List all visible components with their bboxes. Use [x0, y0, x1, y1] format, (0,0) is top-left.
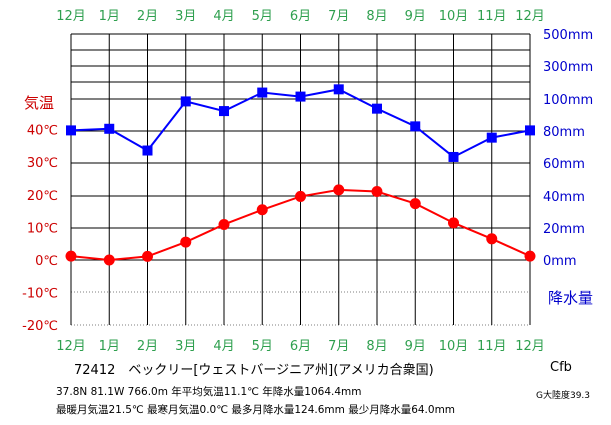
month-label: 12月	[56, 9, 86, 24]
temperature-tick-label: -20℃	[22, 319, 58, 334]
month-label: 3月	[175, 9, 196, 24]
temperature-tick-label: 20℃	[27, 189, 58, 204]
precipitation-point	[295, 91, 306, 102]
precipitation-point	[180, 96, 191, 107]
temperature-point	[448, 217, 459, 229]
temperature-series	[65, 184, 536, 266]
precipitation-point	[525, 125, 535, 136]
month-label: 7月	[328, 339, 349, 354]
climate-classification: Cfb	[550, 360, 572, 375]
temperature-point	[333, 184, 345, 196]
month-label: 2月	[137, 9, 158, 24]
month-label: 6月	[290, 339, 311, 354]
top-month-labels: 12月 1月 2月 3月 4月 5月 6月 7月 8月 9月 10月 11月 12月	[56, 9, 545, 24]
temperature-tick-label: 10℃	[27, 221, 58, 236]
station-title: 72412 ベックリー[ウェストバージニア州](アメリカ合衆国)	[74, 363, 434, 378]
temperature-tick-labels: 40℃ 30℃ 20℃ 10℃ 0℃ -10℃ -20℃	[22, 124, 58, 335]
temperature-point	[295, 190, 306, 202]
bottom-month-labels: 12月 1月 2月 3月 4月 5月 6月 7月 8月 9月 10月 11月 12月	[56, 339, 545, 354]
temperature-tick-label: 30℃	[27, 156, 58, 171]
precipitation-point	[448, 151, 459, 162]
continentality-index: G大陸度39.3	[536, 391, 591, 401]
month-label: 5月	[252, 339, 273, 354]
month-label: 1月	[99, 339, 120, 354]
precipitation-point	[257, 87, 268, 98]
month-label: 11月	[477, 339, 507, 354]
precipitation-axis-label: 降水量	[548, 289, 593, 307]
month-label: 9月	[405, 9, 426, 24]
temperature-point	[524, 250, 536, 262]
month-label: 1月	[99, 9, 120, 24]
precipitation-tick-label: 40mm	[543, 190, 585, 205]
precipitation-tick-label: 100mm	[543, 93, 593, 108]
precipitation-tick-label: 60mm	[543, 157, 585, 172]
precipitation-tick-label: 500mm	[543, 28, 593, 43]
precipitation-tick-label: 20mm	[543, 222, 585, 237]
temperature-point	[409, 198, 421, 210]
temperature-tick-label: 0℃	[35, 254, 58, 269]
precipitation-tick-label: 300mm	[543, 60, 593, 75]
month-label: 7月	[328, 9, 349, 24]
temperature-point	[103, 254, 115, 266]
month-label: 5月	[252, 9, 273, 24]
station-summary-line2: 最暖月気温21.5℃ 最寒月気温0.0℃ 最多月降水量124.6mm 最少月降水…	[56, 404, 456, 416]
station-summary-line1: 37.8N 81.1W 766.0m 年平均気温11.1℃ 年降水量1064.4…	[56, 386, 362, 398]
precipitation-series	[66, 84, 535, 162]
month-label: 10月	[439, 9, 469, 24]
month-label: 10月	[439, 339, 469, 354]
month-label: 2月	[137, 339, 158, 354]
temperature-tick-label: 40℃	[27, 124, 58, 139]
temperature-point	[180, 236, 192, 248]
month-label: 3月	[175, 339, 196, 354]
month-label: 12月	[515, 9, 545, 24]
precipitation-point	[486, 132, 497, 143]
precipitation-point	[104, 123, 115, 134]
temperature-tick-label: -10℃	[22, 287, 58, 302]
precipitation-tick-label: 80mm	[543, 125, 585, 140]
temperature-point	[486, 233, 498, 245]
grid-lines	[70, 33, 531, 326]
precipitation-tick-labels: 500mm 300mm 100mm 80mm 60mm 40mm 20mm 0mm	[543, 28, 593, 269]
month-label: 11月	[477, 9, 507, 24]
temperature-point	[65, 250, 77, 262]
precipitation-point	[410, 121, 421, 132]
precipitation-point	[66, 125, 76, 136]
precipitation-point	[142, 145, 153, 156]
temperature-point	[142, 250, 153, 262]
temperature-point	[256, 204, 268, 216]
month-label: 4月	[213, 339, 234, 354]
temperature-point	[218, 218, 230, 230]
precipitation-point	[372, 103, 382, 114]
precipitation-point	[219, 106, 229, 117]
temperature-axis-label: 気温	[24, 94, 54, 112]
month-label: 4月	[213, 9, 234, 24]
temperature-point	[371, 186, 383, 198]
month-label: 6月	[290, 9, 311, 24]
precipitation-tick-label: 0mm	[543, 254, 577, 269]
precipitation-point	[333, 84, 344, 95]
month-label: 8月	[366, 339, 387, 354]
month-label: 12月	[56, 339, 86, 354]
month-label: 12月	[515, 339, 545, 354]
month-label: 9月	[405, 339, 426, 354]
month-label: 8月	[366, 9, 387, 24]
